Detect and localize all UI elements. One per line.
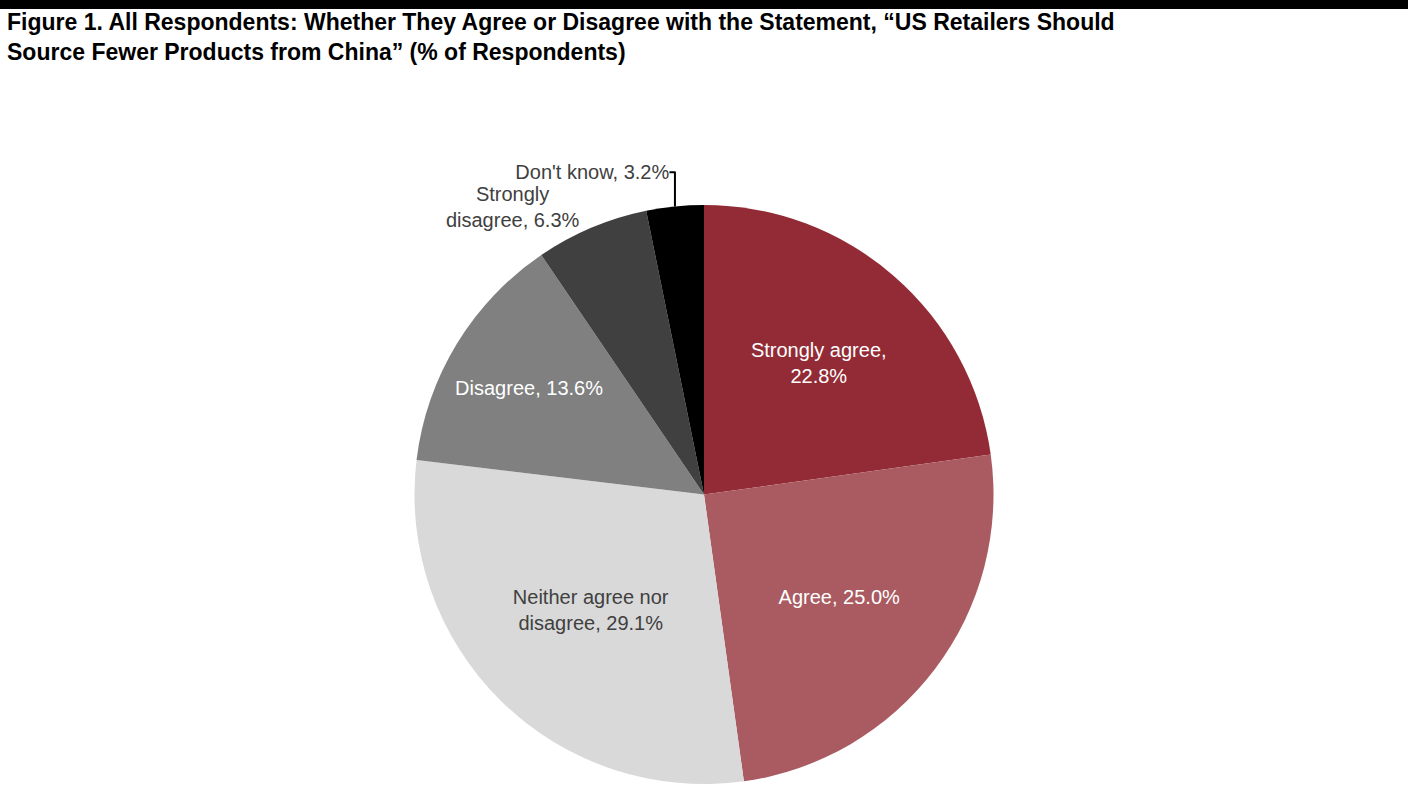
svg-text:Stronglydisagree, 6.3%: Stronglydisagree, 6.3% — [446, 183, 580, 231]
svg-text:Strongly agree,22.8%: Strongly agree,22.8% — [751, 339, 887, 387]
svg-text:Disagree, 13.6%: Disagree, 13.6% — [455, 377, 603, 399]
svg-text:Figure 1. All Respondents: Whe: Figure 1. All Respondents: Whether They … — [7, 9, 1115, 65]
svg-text:Don't know, 3.2%: Don't know, 3.2% — [515, 161, 669, 183]
svg-text:Agree, 25.0%: Agree, 25.0% — [779, 586, 900, 608]
svg-text:Neither agree nordisagree, 29.: Neither agree nordisagree, 29.1% — [513, 586, 669, 634]
